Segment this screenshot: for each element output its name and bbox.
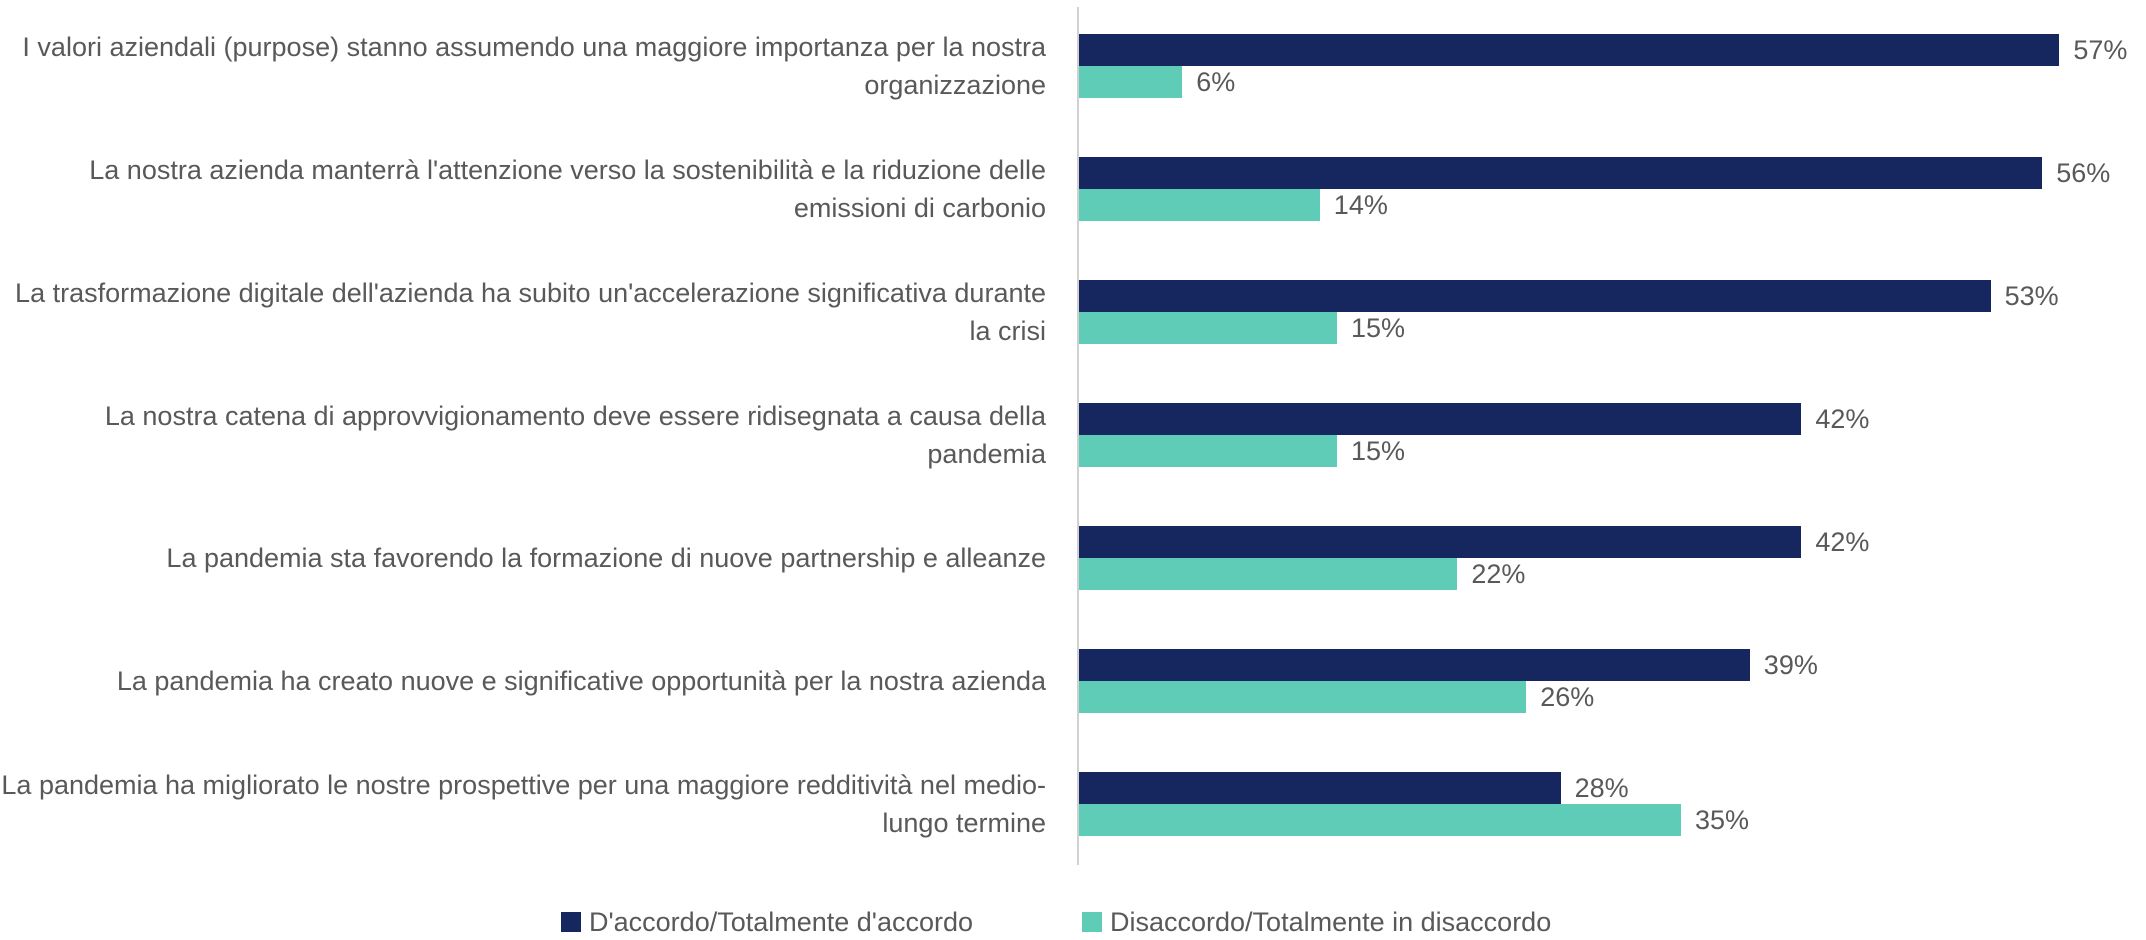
data-label: 53% — [2004, 281, 2059, 311]
bar — [1079, 804, 1681, 836]
bar — [1079, 403, 1802, 435]
data-label: 6% — [1196, 67, 1236, 97]
data-label: 56% — [2056, 158, 2111, 188]
bar — [1079, 772, 1561, 804]
data-label: 57% — [2073, 35, 2128, 65]
data-label: 15% — [1351, 436, 1406, 466]
data-label: 39% — [1763, 650, 1818, 680]
category-label: La pandemia ha creato nuove e significat… — [116, 666, 1046, 696]
bar — [1079, 157, 2043, 189]
category-label: La trasformazione digitale dell'azienda … — [15, 278, 1046, 346]
category-label: La pandemia sta favorendo la formazione … — [166, 543, 1046, 573]
category-label: La nostra catena di approvvigionamento d… — [104, 401, 1046, 469]
axis-line — [1077, 7, 1079, 865]
category-label: La pandemia ha migliorato le nostre pros… — [1, 770, 1046, 838]
bar — [1079, 66, 1183, 98]
data-label: 42% — [1815, 404, 1870, 434]
category-label: La nostra azienda manterrà l'attenzione … — [89, 155, 1046, 223]
legend-swatch — [1082, 912, 1102, 932]
bar — [1079, 558, 1458, 590]
bar — [1079, 681, 1527, 713]
data-label: 14% — [1333, 190, 1388, 220]
legend-item: Disaccordo/Totalmente in disaccordo — [1082, 904, 1551, 940]
legend-label: Disaccordo/Totalmente in disaccordo — [1110, 907, 1552, 937]
data-label: 26% — [1540, 682, 1595, 712]
data-label: 28% — [1574, 773, 1629, 803]
bar — [1079, 435, 1337, 467]
bar — [1079, 526, 1802, 558]
bar — [1079, 312, 1337, 344]
bar — [1079, 34, 2060, 66]
data-label: 35% — [1695, 805, 1750, 835]
legend-item: D'accordo/Totalmente d'accordo — [561, 904, 973, 940]
data-label: 15% — [1351, 313, 1406, 343]
data-label: 42% — [1815, 527, 1870, 557]
bar — [1079, 649, 1750, 681]
bar — [1079, 280, 1991, 312]
bar — [1079, 189, 1320, 221]
data-label: 22% — [1471, 559, 1526, 589]
legend-swatch — [561, 912, 581, 932]
legend-label: D'accordo/Totalmente d'accordo — [589, 907, 974, 937]
category-label: I valori aziendali (purpose) stanno assu… — [22, 32, 1046, 100]
